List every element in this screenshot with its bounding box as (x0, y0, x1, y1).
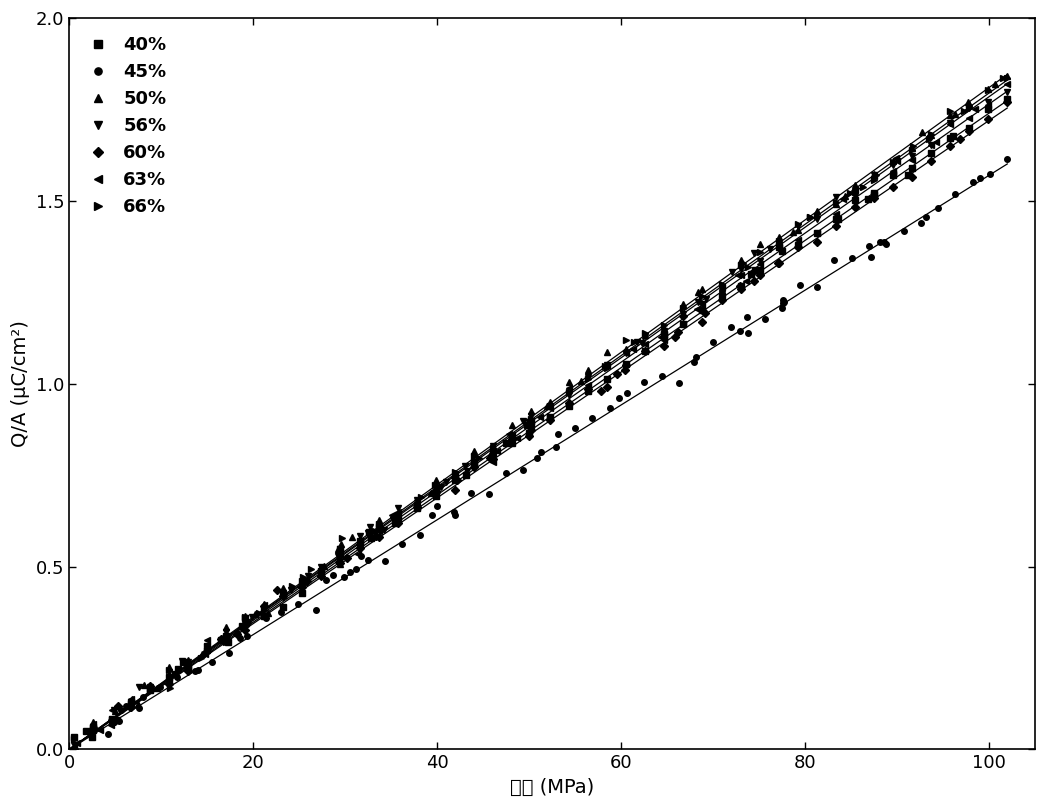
50% (792, 225, 804, 234)
45% (777, 297, 790, 306)
45% (320, 575, 333, 585)
Line: 45%: 45% (71, 156, 1010, 741)
45% (500, 469, 513, 478)
56% (753, 256, 766, 266)
40% (143, 685, 156, 695)
60% (124, 702, 137, 712)
60% (68, 745, 81, 755)
45% (326, 570, 339, 579)
Y-axis label: Q/A (μC/cm²): Q/A (μC/cm²) (12, 320, 30, 448)
63% (829, 208, 842, 218)
66% (68, 734, 81, 743)
Line: 50%: 50% (71, 73, 1010, 751)
50% (772, 232, 784, 242)
40% (776, 246, 789, 256)
66% (803, 213, 816, 222)
40% (1001, 95, 1014, 104)
60% (867, 194, 880, 204)
60% (772, 259, 784, 268)
66% (844, 188, 857, 198)
Legend: 40%, 45%, 50%, 56%, 60%, 63%, 66%: 40%, 45%, 50%, 56%, 60%, 63%, 66% (78, 27, 176, 225)
63% (68, 742, 81, 751)
50% (132, 700, 144, 709)
66% (163, 683, 176, 692)
56% (748, 248, 760, 258)
63% (124, 695, 137, 705)
50% (915, 127, 928, 137)
40% (829, 215, 842, 225)
Line: 60%: 60% (71, 99, 1010, 752)
60% (753, 271, 766, 280)
40% (902, 170, 914, 179)
63% (1001, 79, 1014, 89)
50% (811, 206, 823, 216)
50% (839, 191, 851, 201)
45% (811, 283, 823, 292)
63% (848, 186, 861, 196)
66% (857, 182, 869, 191)
X-axis label: 压力 (MPa): 压力 (MPa) (509, 778, 594, 797)
56% (68, 740, 81, 750)
50% (1001, 71, 1014, 81)
56% (726, 267, 738, 277)
60% (1001, 97, 1014, 107)
66% (829, 197, 842, 207)
63% (811, 228, 823, 238)
Line: 40%: 40% (71, 96, 1010, 739)
40% (86, 732, 98, 742)
45% (1001, 154, 1014, 163)
56% (867, 170, 880, 180)
40% (68, 732, 81, 742)
63% (891, 157, 904, 166)
Line: 66%: 66% (71, 75, 1010, 742)
Line: 56%: 56% (71, 89, 1010, 748)
63% (772, 242, 784, 252)
45% (68, 734, 81, 743)
Line: 63%: 63% (71, 81, 1010, 750)
60% (734, 281, 747, 291)
45% (275, 608, 288, 617)
66% (907, 141, 919, 151)
40% (848, 196, 861, 205)
66% (997, 74, 1009, 83)
56% (133, 682, 145, 692)
56% (772, 241, 784, 250)
66% (1001, 74, 1014, 83)
40% (811, 229, 823, 238)
60% (748, 276, 760, 286)
50% (68, 743, 81, 753)
56% (1001, 87, 1014, 97)
